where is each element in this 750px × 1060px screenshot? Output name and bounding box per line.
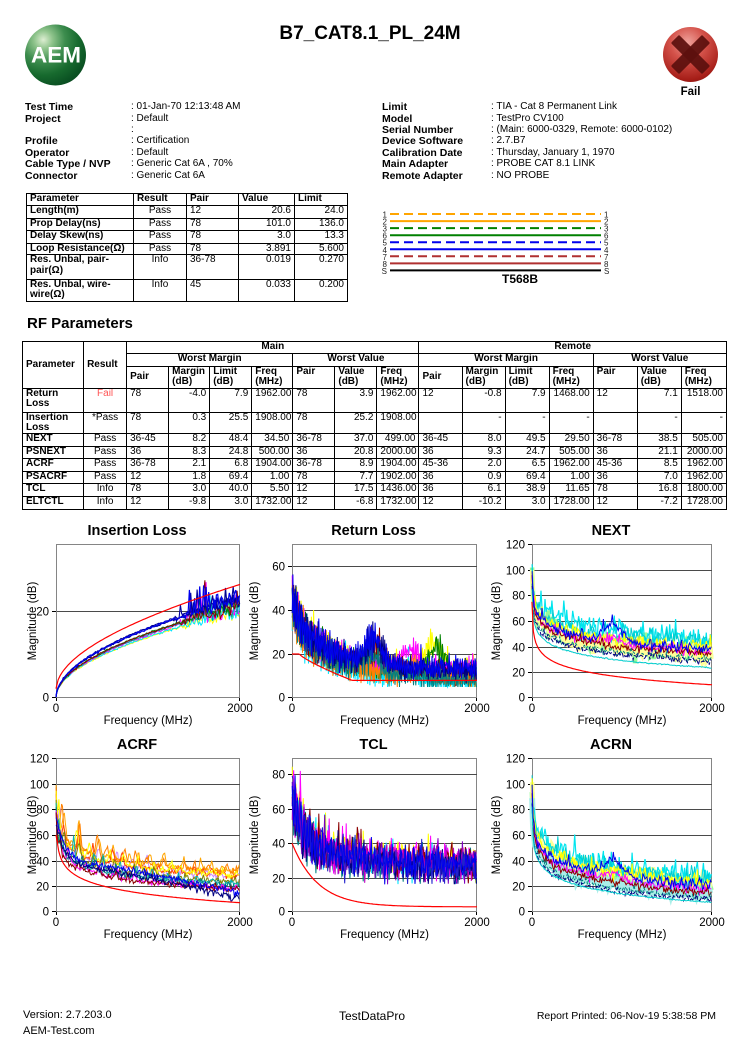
svg-text:20: 20 [36, 607, 49, 619]
svg-text:60: 60 [512, 831, 525, 843]
svg-text:8: 8 [604, 260, 609, 269]
svg-text:Magnitude (dB): Magnitude (dB) [249, 796, 261, 875]
svg-text:7: 7 [604, 253, 609, 262]
svg-text:3: 3 [383, 225, 388, 234]
svg-text:40: 40 [36, 857, 49, 869]
svg-text:120: 120 [30, 754, 49, 766]
svg-text:1: 1 [604, 211, 609, 220]
svg-text:60: 60 [272, 805, 285, 817]
svg-text:S: S [382, 267, 387, 276]
svg-text:20: 20 [272, 650, 285, 662]
svg-text:4: 4 [383, 246, 388, 255]
svg-text:6: 6 [604, 232, 609, 241]
svg-text:Magnitude (dB): Magnitude (dB) [27, 582, 39, 661]
svg-text:120: 120 [506, 540, 525, 552]
svg-text:20: 20 [512, 668, 525, 680]
svg-text:8: 8 [383, 260, 388, 269]
svg-text:80: 80 [512, 591, 525, 603]
svg-text:Frequency (MHz): Frequency (MHz) [104, 929, 193, 941]
svg-text:40: 40 [272, 839, 285, 851]
svg-text:0: 0 [279, 907, 285, 919]
svg-text:0: 0 [53, 917, 59, 929]
svg-text:40: 40 [512, 643, 525, 655]
svg-text:Magnitude (dB): Magnitude (dB) [491, 582, 503, 661]
svg-text:5: 5 [383, 239, 388, 248]
svg-text:0: 0 [519, 907, 525, 919]
svg-text:0: 0 [529, 703, 535, 715]
svg-text:2: 2 [383, 218, 388, 227]
svg-text:20: 20 [512, 882, 525, 894]
svg-text:0: 0 [43, 693, 49, 705]
svg-text:0: 0 [43, 907, 49, 919]
svg-text:S: S [604, 267, 609, 276]
svg-text:20: 20 [36, 882, 49, 894]
svg-text:2000: 2000 [699, 917, 725, 929]
svg-text:TCL: TCL [359, 737, 387, 753]
svg-text:7: 7 [383, 253, 388, 262]
svg-text:Frequency (MHz): Frequency (MHz) [104, 715, 193, 727]
svg-text:ACRN: ACRN [590, 737, 632, 753]
svg-text:2000: 2000 [464, 703, 490, 715]
svg-text:2000: 2000 [464, 917, 490, 929]
svg-text:Frequency (MHz): Frequency (MHz) [578, 715, 667, 727]
svg-text:AEM: AEM [31, 42, 81, 67]
svg-text:60: 60 [36, 831, 49, 843]
svg-text:Magnitude (dB): Magnitude (dB) [27, 796, 39, 875]
svg-text:0: 0 [529, 917, 535, 929]
svg-text:100: 100 [30, 780, 49, 792]
svg-text:NEXT: NEXT [592, 523, 631, 539]
svg-text:1: 1 [383, 211, 388, 220]
svg-text:T568B: T568B [502, 272, 538, 286]
svg-text:100: 100 [506, 780, 525, 792]
svg-text:5: 5 [604, 239, 609, 248]
svg-text:80: 80 [512, 805, 525, 817]
svg-text:4: 4 [604, 246, 609, 255]
svg-text:2: 2 [604, 218, 609, 227]
svg-text:20: 20 [272, 874, 285, 886]
svg-text:3: 3 [604, 225, 609, 234]
svg-text:2000: 2000 [227, 703, 253, 715]
svg-text:100: 100 [506, 566, 525, 578]
svg-text:80: 80 [272, 770, 285, 782]
svg-text:6: 6 [383, 232, 388, 241]
svg-text:0: 0 [289, 703, 295, 715]
svg-text:60: 60 [272, 562, 285, 574]
svg-text:Insertion Loss: Insertion Loss [87, 523, 186, 539]
svg-text:Frequency (MHz): Frequency (MHz) [340, 715, 429, 727]
svg-text:80: 80 [36, 805, 49, 817]
svg-text:0: 0 [519, 693, 525, 705]
svg-text:Frequency (MHz): Frequency (MHz) [578, 929, 667, 941]
svg-text:2000: 2000 [699, 703, 725, 715]
svg-text:120: 120 [506, 754, 525, 766]
svg-text:2000: 2000 [227, 917, 253, 929]
svg-text:0: 0 [289, 917, 295, 929]
svg-text:ACRF: ACRF [117, 737, 157, 753]
svg-text:Return Loss: Return Loss [331, 523, 416, 539]
svg-text:0: 0 [279, 693, 285, 705]
svg-text:Frequency (MHz): Frequency (MHz) [340, 929, 429, 941]
svg-text:40: 40 [512, 857, 525, 869]
svg-text:Magnitude (dB): Magnitude (dB) [249, 582, 261, 661]
svg-text:Magnitude (dB): Magnitude (dB) [491, 796, 503, 875]
svg-text:0: 0 [53, 703, 59, 715]
svg-text:40: 40 [272, 606, 285, 618]
svg-text:60: 60 [512, 617, 525, 629]
